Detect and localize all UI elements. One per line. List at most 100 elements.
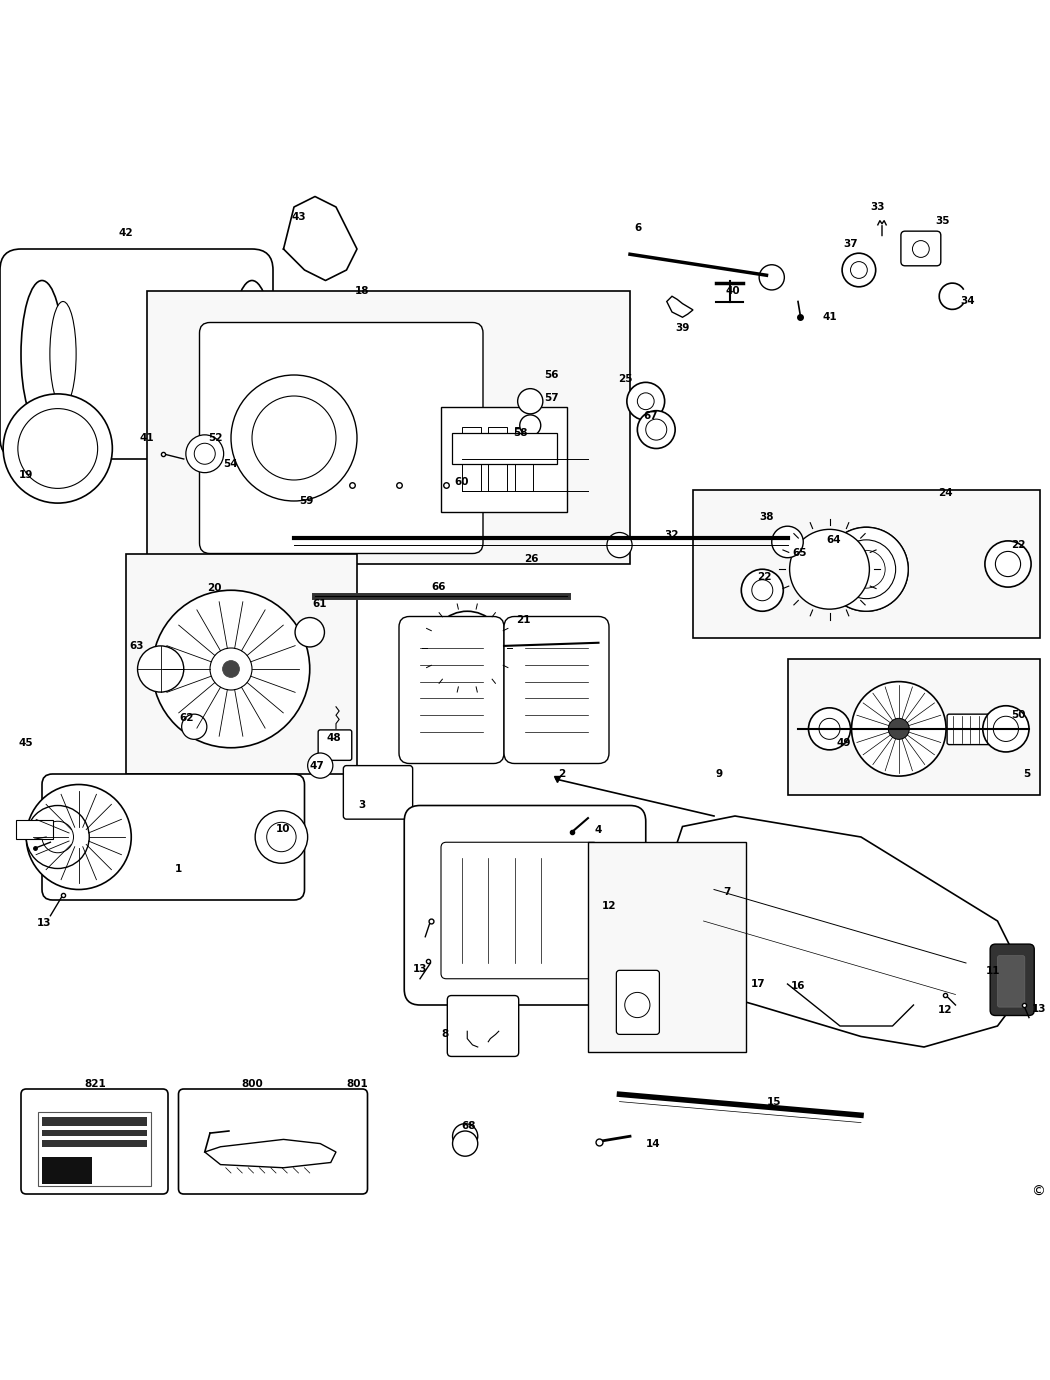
Text: 8: 8 <box>442 1029 448 1039</box>
Circle shape <box>985 541 1031 586</box>
Text: 65: 65 <box>793 548 807 559</box>
Text: 61: 61 <box>312 599 327 609</box>
Circle shape <box>138 646 184 693</box>
Circle shape <box>453 1123 478 1148</box>
Bar <box>42 1118 147 1126</box>
Text: 62: 62 <box>180 713 194 723</box>
Circle shape <box>912 240 929 258</box>
Text: 10: 10 <box>276 824 291 834</box>
Circle shape <box>152 591 310 748</box>
Text: 41: 41 <box>822 312 837 323</box>
Text: 33: 33 <box>870 201 885 213</box>
Text: 45: 45 <box>19 737 34 748</box>
Text: 41: 41 <box>140 433 154 443</box>
Text: 58: 58 <box>513 428 528 437</box>
Bar <box>42 1130 147 1136</box>
FancyBboxPatch shape <box>616 970 659 1035</box>
Text: 68: 68 <box>461 1121 476 1130</box>
Text: 7: 7 <box>722 886 731 897</box>
Text: 9: 9 <box>716 769 722 778</box>
Text: 821: 821 <box>85 1079 106 1089</box>
Circle shape <box>995 552 1021 577</box>
Text: 43: 43 <box>292 213 307 222</box>
Polygon shape <box>667 297 693 317</box>
FancyBboxPatch shape <box>404 806 646 1005</box>
Circle shape <box>223 661 239 678</box>
Ellipse shape <box>50 301 76 407</box>
Text: 63: 63 <box>129 640 144 651</box>
Text: 13: 13 <box>413 965 427 974</box>
Circle shape <box>837 540 896 599</box>
Circle shape <box>231 375 357 501</box>
Text: 48: 48 <box>327 733 341 744</box>
FancyBboxPatch shape <box>178 1089 368 1194</box>
FancyBboxPatch shape <box>126 553 357 774</box>
Text: 22: 22 <box>757 571 772 581</box>
Bar <box>488 428 507 490</box>
Circle shape <box>267 822 296 851</box>
Text: 49: 49 <box>837 737 852 748</box>
Text: 52: 52 <box>208 433 223 443</box>
Circle shape <box>837 540 896 599</box>
Circle shape <box>842 253 876 287</box>
Bar <box>452 433 556 464</box>
Text: 20: 20 <box>207 584 222 593</box>
Bar <box>42 1158 92 1184</box>
Circle shape <box>888 719 909 740</box>
Text: 21: 21 <box>516 614 530 625</box>
Circle shape <box>42 821 74 853</box>
Text: 66: 66 <box>432 582 446 592</box>
Text: 25: 25 <box>618 374 633 384</box>
Text: 54: 54 <box>224 460 238 469</box>
FancyBboxPatch shape <box>200 323 483 553</box>
FancyBboxPatch shape <box>693 490 1040 638</box>
Text: 12: 12 <box>602 901 616 911</box>
Circle shape <box>520 415 541 436</box>
Circle shape <box>3 393 112 504</box>
Circle shape <box>646 420 667 440</box>
Text: 57: 57 <box>544 393 559 403</box>
Text: 67: 67 <box>644 411 658 421</box>
Circle shape <box>453 1132 478 1156</box>
Text: 19: 19 <box>19 469 34 480</box>
Text: 59: 59 <box>299 495 314 506</box>
FancyBboxPatch shape <box>318 730 352 760</box>
FancyBboxPatch shape <box>147 291 630 564</box>
Text: 14: 14 <box>646 1138 660 1148</box>
Circle shape <box>18 408 98 489</box>
Text: 2: 2 <box>559 769 565 778</box>
Text: 24: 24 <box>938 487 952 498</box>
Circle shape <box>68 827 89 847</box>
Text: 13: 13 <box>37 918 51 929</box>
Ellipse shape <box>21 280 63 428</box>
Circle shape <box>446 627 488 669</box>
Circle shape <box>637 393 654 410</box>
Text: 5: 5 <box>1024 769 1030 778</box>
Text: 34: 34 <box>961 297 975 306</box>
Bar <box>514 428 533 490</box>
FancyBboxPatch shape <box>42 774 304 900</box>
Circle shape <box>186 435 224 472</box>
Text: 47: 47 <box>310 760 324 770</box>
Text: 37: 37 <box>843 239 858 248</box>
Text: 6: 6 <box>635 224 642 233</box>
Circle shape <box>993 716 1018 741</box>
Circle shape <box>607 533 632 558</box>
FancyBboxPatch shape <box>588 842 745 1052</box>
Text: 32: 32 <box>665 530 679 540</box>
Text: ©: © <box>1031 1185 1045 1199</box>
Circle shape <box>627 382 665 420</box>
Text: 15: 15 <box>766 1097 781 1107</box>
Circle shape <box>518 389 543 414</box>
Text: 800: 800 <box>242 1079 262 1089</box>
FancyBboxPatch shape <box>399 617 504 763</box>
Circle shape <box>252 396 336 480</box>
FancyBboxPatch shape <box>947 715 993 745</box>
Circle shape <box>637 411 675 449</box>
Circle shape <box>194 443 215 464</box>
Text: 42: 42 <box>119 228 133 239</box>
Circle shape <box>210 649 252 690</box>
Circle shape <box>850 262 867 279</box>
Text: 64: 64 <box>826 535 841 545</box>
Bar <box>462 428 481 490</box>
